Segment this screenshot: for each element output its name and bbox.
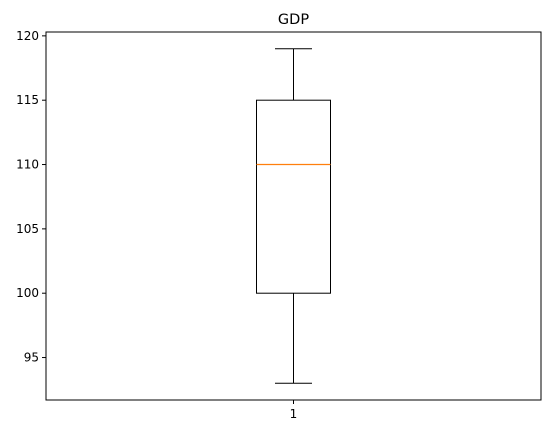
box-series: [256, 48, 331, 384]
y-tick-label: 100: [16, 286, 39, 300]
x-tick-label: 1: [290, 407, 298, 421]
y-tick-label: 120: [16, 29, 39, 43]
y-tick-label: 110: [16, 158, 39, 172]
y-axis: 95 100 105 110 115 120: [16, 29, 46, 365]
y-tick-label: 95: [24, 351, 39, 365]
y-tick-label: 115: [16, 93, 39, 107]
chart-title: GDP: [278, 12, 309, 28]
y-tick-label: 105: [16, 222, 39, 236]
x-axis: 1: [290, 400, 298, 421]
box-group: [256, 48, 331, 384]
interquartile-box: [256, 99, 331, 294]
